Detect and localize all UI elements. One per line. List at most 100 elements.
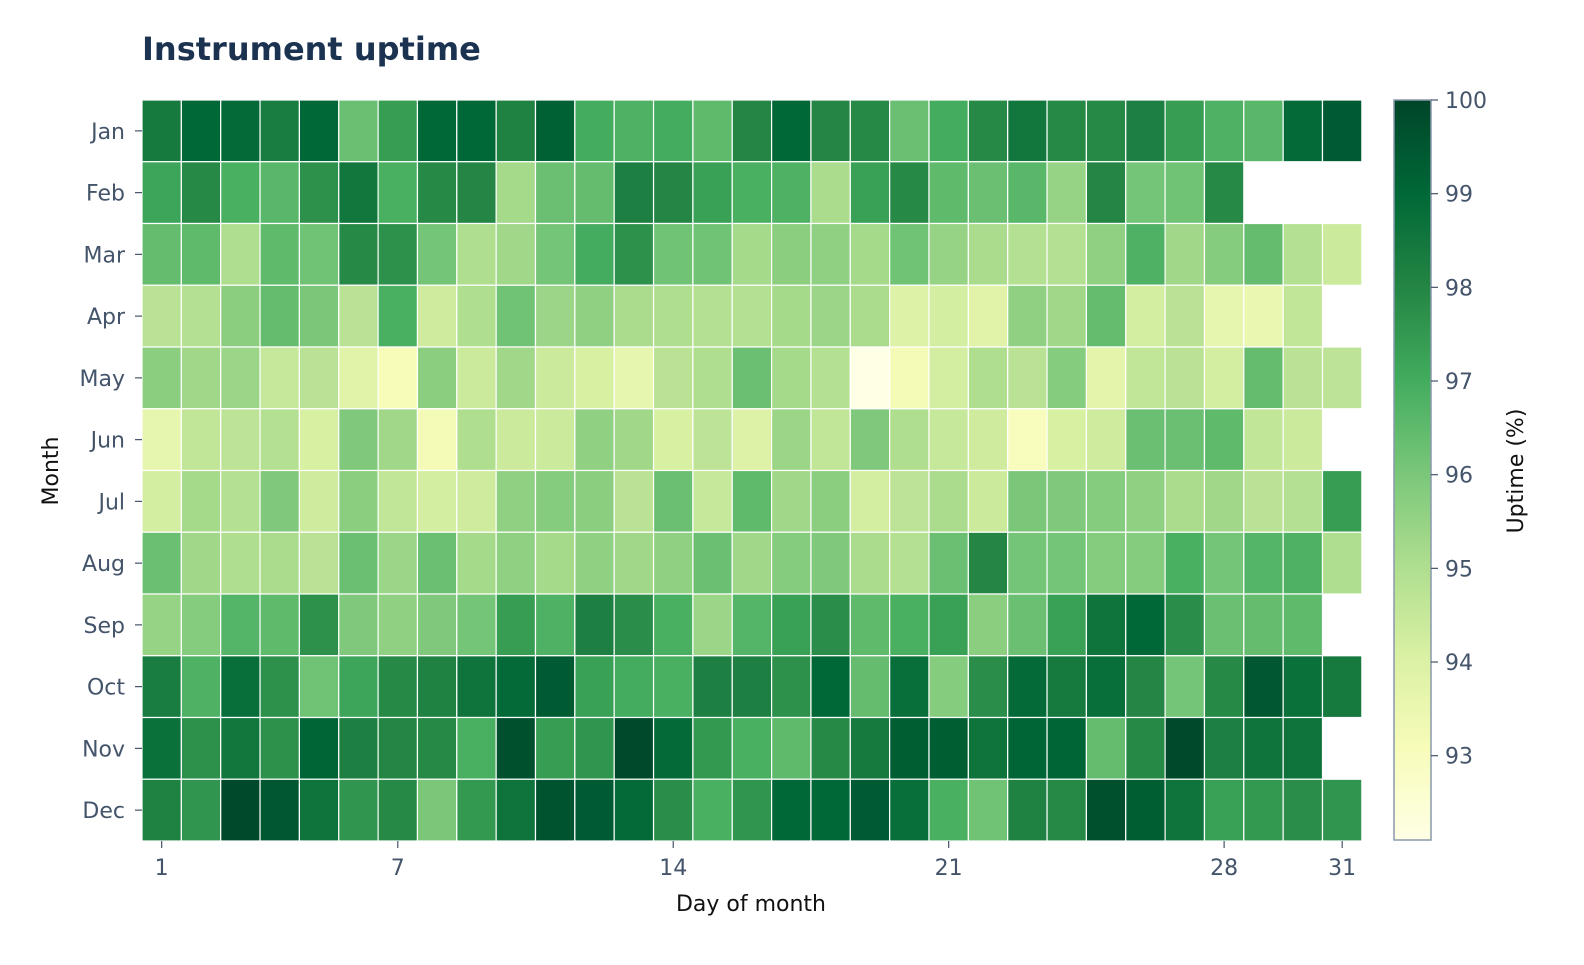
heatmap-cell [1007, 531, 1048, 595]
x-tick-label: 1 [155, 856, 169, 881]
heatmap-cell [770, 531, 812, 595]
heatmap-cell [1164, 655, 1206, 719]
heatmap-cell [298, 222, 340, 286]
heatmap-cell [613, 531, 655, 595]
heatmap-cell [534, 593, 576, 657]
heatmap-cell [810, 778, 851, 842]
heatmap-cell [1203, 593, 1245, 657]
heatmap-cell [416, 99, 458, 163]
heatmap-cell [1164, 346, 1206, 410]
heatmap-cell [298, 593, 340, 657]
heatmap-cell [220, 778, 261, 842]
heatmap-cell [692, 284, 733, 348]
heatmap-cell [810, 593, 851, 657]
heatmap-cell [810, 161, 851, 225]
heatmap-cell [928, 346, 969, 410]
heatmap-cell [141, 778, 182, 842]
heatmap-cell [377, 716, 419, 780]
heatmap-cell [220, 531, 261, 595]
colorbar-tick-label: 96 [1445, 464, 1473, 489]
heatmap-cell [731, 161, 773, 225]
heatmap-cell [613, 284, 655, 348]
heatmap-cell [1125, 716, 1166, 780]
heatmap-cell [416, 346, 458, 410]
heatmap-cell [574, 531, 615, 595]
heatmap-cell [1046, 778, 1088, 842]
y-axis-ticks: Jan Feb Mar Apr May Jun Jul Aug Sep Oct Nov Dec [80, 120, 142, 824]
heatmap-cell [141, 716, 182, 780]
heatmap-cell [1203, 655, 1245, 719]
heatmap-cell [889, 469, 930, 533]
heatmap-cell [495, 222, 537, 286]
heatmap-cell [1007, 284, 1048, 348]
y-tick-label: Jun [89, 429, 125, 454]
heatmap-cell [1085, 655, 1127, 719]
heatmap-cell [180, 531, 222, 595]
heatmap-cell [298, 469, 340, 533]
heatmap-cell [652, 346, 694, 410]
x-tick-label: 14 [659, 856, 687, 881]
heatmap-cell [770, 222, 812, 286]
heatmap-cell [1282, 531, 1324, 595]
heatmap-cell [298, 346, 340, 410]
heatmap-cell [731, 531, 773, 595]
heatmap-cell [1203, 99, 1245, 163]
heatmap-cell [1243, 655, 1284, 719]
colorbar-label: Uptime (%) [1504, 409, 1529, 534]
heatmap-cell [613, 469, 655, 533]
heatmap-cell [1125, 346, 1166, 410]
heatmap-cell [495, 284, 537, 348]
heatmap-cell [574, 655, 615, 719]
heatmap-cell [495, 593, 537, 657]
heatmap-cell [141, 161, 182, 225]
heatmap-cell [1007, 99, 1048, 163]
heatmap-cell [967, 99, 1009, 163]
heatmap-cell [456, 531, 497, 595]
heatmap-cell [1085, 99, 1127, 163]
heatmap-cell [1203, 408, 1245, 472]
heatmap-cell [298, 655, 340, 719]
heatmap-cell [967, 531, 1009, 595]
heatmap-cell [652, 655, 694, 719]
heatmap-cell [928, 222, 969, 286]
heatmap-cell [298, 778, 340, 842]
heatmap-cell [1203, 161, 1245, 225]
heatmap-cell [574, 408, 615, 472]
y-tick-label: Aug [82, 552, 125, 577]
heatmap-cell [731, 593, 773, 657]
heatmap-cell [731, 716, 773, 780]
heatmap-cell [259, 99, 300, 163]
heatmap-cell [259, 346, 300, 410]
heatmap-cell [495, 531, 537, 595]
heatmap-cell [652, 222, 694, 286]
heatmap-cell [1164, 469, 1206, 533]
heatmap-cell [456, 778, 497, 842]
heatmap-cell [1203, 716, 1245, 780]
heatmap-cell [1125, 469, 1166, 533]
heatmap-cell [456, 593, 497, 657]
colorbar: 93 94 95 96 97 98 99 100 [1393, 89, 1487, 841]
heatmap-cell [692, 469, 733, 533]
heatmap-cell [180, 284, 222, 348]
heatmap-cell [731, 778, 773, 842]
heatmap-cell [652, 531, 694, 595]
heatmap-cell [1164, 161, 1206, 225]
heatmap-cell [377, 655, 419, 719]
heatmap-cell [220, 284, 261, 348]
heatmap-cell [377, 161, 419, 225]
heatmap-cell [849, 655, 891, 719]
heatmap-cell [220, 161, 261, 225]
heatmap-cell [1046, 408, 1088, 472]
heatmap-cell [534, 408, 576, 472]
heatmap-cell [1282, 716, 1324, 780]
y-tick-label: Jan [89, 120, 125, 145]
heatmap-cell [692, 346, 733, 410]
heatmap-cell [928, 469, 969, 533]
heatmap-cell [377, 346, 419, 410]
heatmap-cell [889, 408, 930, 472]
heatmap-cell [1164, 778, 1206, 842]
heatmap-cell [1125, 161, 1166, 225]
heatmap-cell [534, 99, 576, 163]
heatmap-cell [534, 716, 576, 780]
heatmap-cell [928, 716, 969, 780]
